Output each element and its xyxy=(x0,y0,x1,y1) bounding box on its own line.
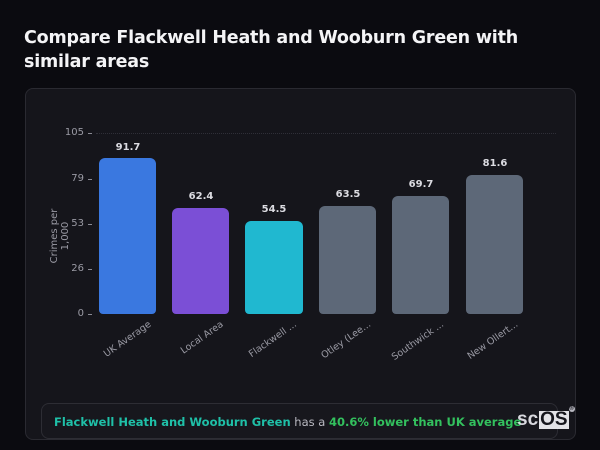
summary-connector: has a xyxy=(290,415,329,429)
x-label-new-ollerton: New Ollert... xyxy=(465,318,521,362)
y-tick-0: 0 xyxy=(48,308,92,320)
bar-southwick[interactable] xyxy=(392,196,449,314)
bar-otley[interactable] xyxy=(319,206,376,314)
bar-value: 54.5 xyxy=(261,204,287,215)
bar-new-ollerton[interactable] xyxy=(466,175,523,314)
bar-value: 63.5 xyxy=(335,189,361,200)
summary-banner: Flackwell Heath and Wooburn Green has a … xyxy=(41,403,558,439)
scos-logo: sc OS ® xyxy=(517,406,575,430)
y-tick-79: 79 xyxy=(48,173,92,185)
x-label-local-area: Local Area xyxy=(179,318,227,357)
bar-local-area[interactable] xyxy=(172,208,229,314)
y-tick-53: 53 xyxy=(48,218,92,230)
bar-value: 62.4 xyxy=(188,191,214,202)
bar-flackwell[interactable] xyxy=(245,221,303,314)
gridline-top xyxy=(96,133,556,134)
logo-sc: sc xyxy=(517,409,539,430)
bar-value: 91.7 xyxy=(115,142,141,153)
summary-area: Flackwell Heath and Wooburn Green xyxy=(54,415,291,429)
bar-value: 69.7 xyxy=(408,179,434,190)
summary-stat: 40.6% lower than UK average xyxy=(329,415,522,429)
y-tick-105: 105 xyxy=(48,127,92,139)
x-label-uk-average: UK Average xyxy=(101,318,154,360)
y-tick-26: 26 xyxy=(48,263,92,275)
bar-uk-average[interactable] xyxy=(99,158,156,314)
registered-icon: ® xyxy=(568,406,575,412)
x-label-southwick: Southwick ... xyxy=(390,318,447,363)
x-label-otley: Otley (Lee... xyxy=(319,318,374,362)
x-label-flackwell: Flackwell ... xyxy=(247,318,300,360)
page-title: Compare Flackwell Heath and Wooburn Gree… xyxy=(24,28,519,72)
logo-os: OS xyxy=(539,409,569,430)
bar-value: 81.6 xyxy=(482,158,508,169)
